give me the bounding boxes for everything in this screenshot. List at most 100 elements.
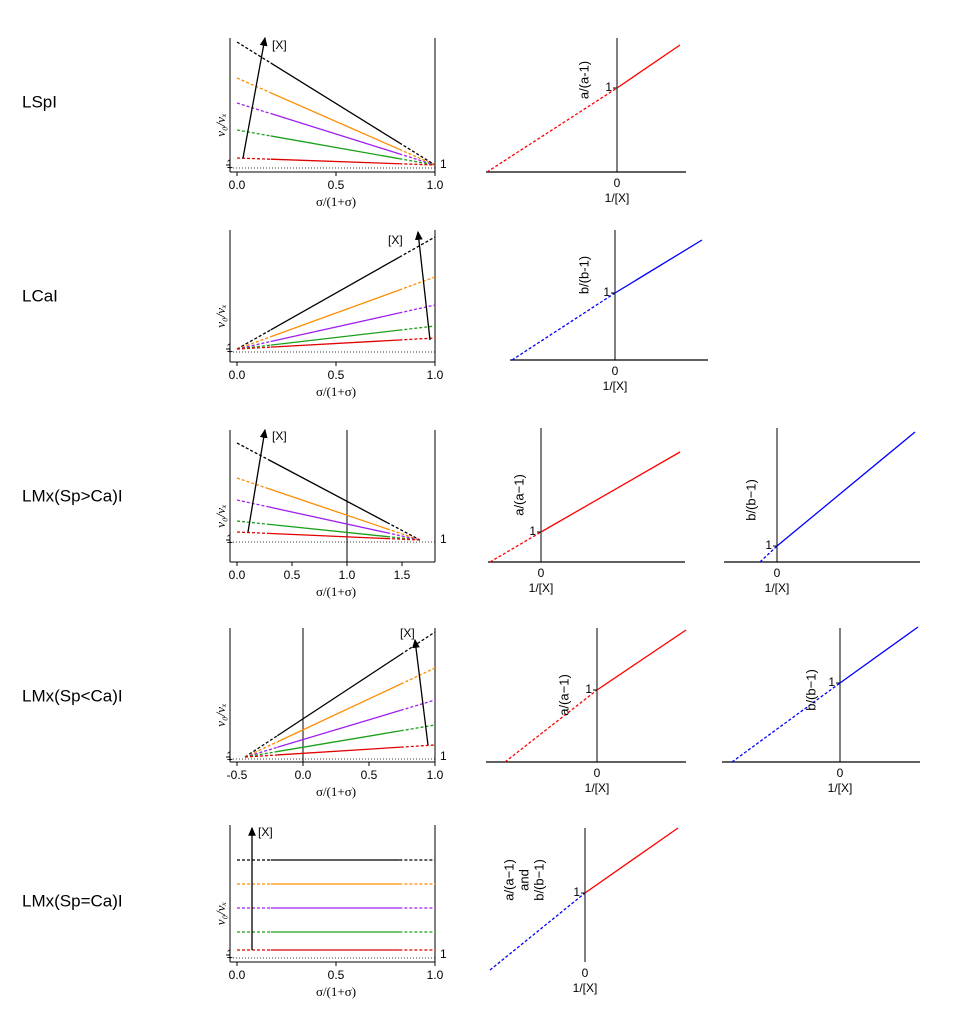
x-axis-label: 1/[X] xyxy=(585,781,610,795)
dashed-line xyxy=(759,545,778,563)
solid-line xyxy=(616,44,681,89)
dashed-line xyxy=(731,682,841,763)
one-label: 1 xyxy=(828,675,835,689)
solid-line xyxy=(270,92,400,150)
one-label: 1 xyxy=(573,885,580,899)
zero-label: 0 xyxy=(538,566,545,580)
solid-line xyxy=(277,746,401,756)
y-axis-label: b/(b−1) xyxy=(531,859,546,901)
zero-label: 0 xyxy=(582,966,589,980)
dashed-line xyxy=(399,236,436,258)
solid-line xyxy=(270,62,400,144)
y-axis-label: b/(b−1) xyxy=(803,669,818,711)
dashed-line xyxy=(244,735,278,758)
arrow-label: [X] xyxy=(388,233,403,247)
x-tick-label: 0.5 xyxy=(284,568,301,582)
x-axis-label: σ/(1+σ) xyxy=(316,194,356,209)
zero-label: 0 xyxy=(774,566,781,580)
x-tick-label: 0.0 xyxy=(229,568,246,582)
dashed-line xyxy=(399,142,436,166)
one-label: 1 xyxy=(440,157,447,171)
y-axis-label: v₀/vₓ xyxy=(213,113,228,137)
one-label: 1 xyxy=(226,532,233,546)
dashed-line xyxy=(236,77,271,94)
dashed-line xyxy=(387,537,421,541)
arrow-label: [X] xyxy=(272,38,287,52)
x-tick-label: 0.5 xyxy=(328,368,345,382)
dashed-line xyxy=(400,744,436,748)
arrow xyxy=(247,428,268,533)
solid-line xyxy=(277,730,401,753)
solid-line xyxy=(267,506,388,534)
y-axis-label: a/(a−1) xyxy=(556,674,571,716)
dashed-line xyxy=(236,102,271,115)
solid-line xyxy=(267,487,388,530)
arrow-label: [X] xyxy=(272,429,287,443)
x-tick-label: 0.0 xyxy=(229,178,246,192)
dashed-line xyxy=(236,129,271,137)
dashed-line xyxy=(399,304,436,314)
arrow xyxy=(242,36,268,159)
row-label: LCaI xyxy=(22,286,58,305)
arrow xyxy=(414,230,431,341)
dashed-line xyxy=(399,337,436,341)
dashed-line xyxy=(400,667,436,685)
one-label: 1 xyxy=(440,532,447,546)
arrow-label: [X] xyxy=(400,626,415,640)
dashed-line xyxy=(236,477,269,490)
dashed-line xyxy=(399,325,436,331)
dashed-line xyxy=(236,531,269,535)
dashed-line xyxy=(236,41,272,64)
dashed-line xyxy=(511,292,616,361)
dashed-line xyxy=(399,158,436,166)
zero-label: 0 xyxy=(614,176,621,190)
row-label: LMx(Sp<Ca)I xyxy=(22,686,123,705)
solid-line xyxy=(270,256,400,331)
row-label: LMx(Sp=Ca)I xyxy=(22,891,123,910)
dashed-line xyxy=(236,346,271,350)
x-axis-label: σ/(1+σ) xyxy=(316,784,356,799)
x-tick-label: 1.5 xyxy=(394,568,411,582)
x-tick-label: 1.0 xyxy=(339,568,356,582)
solid-line xyxy=(270,158,400,165)
solid-line xyxy=(268,523,388,538)
row-label: LSpI xyxy=(22,92,57,111)
dashed-line xyxy=(399,276,436,291)
y-axis-label: b/(b−1) xyxy=(743,479,758,521)
one-label: 1 xyxy=(226,749,233,763)
one-label: 1 xyxy=(226,157,233,171)
one-label: 1 xyxy=(440,749,447,763)
x-tick-label: 1.0 xyxy=(427,768,444,782)
dashed-line xyxy=(386,532,421,541)
y-axis-label: a/(a-1) xyxy=(576,61,591,99)
x-tick-label: 1.0 xyxy=(427,178,444,192)
x-tick-label: -0.5 xyxy=(227,768,248,782)
x-tick-label: 0.0 xyxy=(229,368,246,382)
x-axis-label: σ/(1+σ) xyxy=(316,384,356,399)
y-axis-label: b/(b-1) xyxy=(576,256,591,294)
solid-line xyxy=(270,312,400,343)
solid-line xyxy=(270,339,400,348)
solid-line xyxy=(270,329,400,346)
one-label: 1 xyxy=(529,524,536,538)
solid-line xyxy=(276,653,402,737)
dashed-line xyxy=(236,336,271,350)
x-tick-label: 0.5 xyxy=(361,768,378,782)
solid-line xyxy=(614,239,703,294)
x-axis-label: 1/[X] xyxy=(603,379,628,393)
y-axis-label: v₀/vₓ xyxy=(213,504,228,528)
solid-line xyxy=(584,827,679,894)
arrow xyxy=(412,638,429,746)
row-label: LMx(Sp>Ca)I xyxy=(22,486,123,505)
one-label: 1 xyxy=(585,682,592,696)
x-tick-label: 1.0 xyxy=(427,968,444,982)
y-axis-label: v₀/vₓ xyxy=(213,304,228,328)
dashed-line xyxy=(236,329,271,350)
solid-line xyxy=(839,626,919,684)
dashed-line xyxy=(236,442,269,461)
dashed-line xyxy=(236,157,271,160)
y-axis-label: v₀/vₓ xyxy=(213,902,228,926)
one-label: 1 xyxy=(603,285,610,299)
dashed-line xyxy=(399,153,436,166)
